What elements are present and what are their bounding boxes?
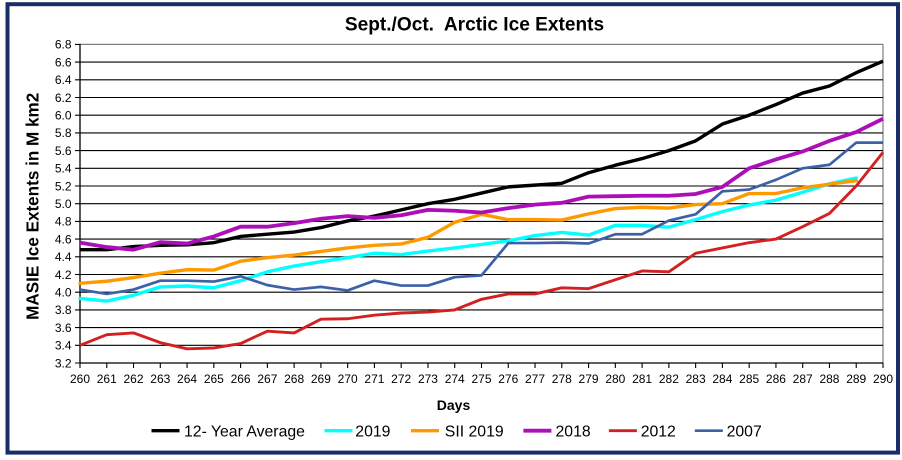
svg-text:281: 281 — [632, 372, 652, 386]
svg-text:MASIE Ice Extents in M km2: MASIE Ice Extents in M km2 — [23, 93, 42, 320]
svg-text:284: 284 — [712, 372, 732, 386]
svg-text:5.4: 5.4 — [55, 162, 72, 176]
svg-text:289: 289 — [846, 372, 866, 386]
svg-text:3.4: 3.4 — [55, 339, 72, 353]
svg-text:273: 273 — [418, 372, 438, 386]
svg-text:5.6: 5.6 — [55, 144, 72, 158]
svg-text:4.2: 4.2 — [55, 268, 72, 282]
svg-text:2012: 2012 — [641, 423, 676, 440]
svg-text:276: 276 — [498, 372, 518, 386]
svg-text:277: 277 — [525, 372, 545, 386]
svg-text:6.2: 6.2 — [55, 91, 72, 105]
svg-text:285: 285 — [739, 372, 759, 386]
svg-text:290: 290 — [873, 372, 893, 386]
svg-text:3.6: 3.6 — [55, 321, 72, 335]
svg-text:4.8: 4.8 — [55, 215, 72, 229]
svg-text:262: 262 — [124, 372, 144, 386]
svg-text:4.6: 4.6 — [55, 232, 72, 246]
svg-text:6.0: 6.0 — [55, 109, 72, 123]
svg-text:275: 275 — [471, 372, 491, 386]
svg-text:265: 265 — [204, 372, 224, 386]
svg-text:6.6: 6.6 — [55, 55, 72, 69]
svg-text:260: 260 — [70, 372, 90, 386]
svg-text:SII 2019: SII 2019 — [445, 423, 504, 440]
svg-text:288: 288 — [819, 372, 839, 386]
svg-text:269: 269 — [311, 372, 331, 386]
svg-text:5.8: 5.8 — [55, 126, 72, 140]
svg-text:270: 270 — [338, 372, 358, 386]
svg-text:12- Year Average: 12- Year Average — [184, 423, 305, 440]
svg-text:3.2: 3.2 — [55, 356, 72, 370]
svg-text:280: 280 — [605, 372, 625, 386]
svg-text:4.4: 4.4 — [55, 250, 72, 264]
svg-text:263: 263 — [150, 372, 170, 386]
svg-text:5.0: 5.0 — [55, 197, 72, 211]
svg-text:264: 264 — [177, 372, 197, 386]
svg-text:2007: 2007 — [727, 423, 762, 440]
svg-text:274: 274 — [445, 372, 465, 386]
svg-text:3.8: 3.8 — [55, 303, 72, 317]
svg-text:261: 261 — [97, 372, 117, 386]
svg-text:267: 267 — [257, 372, 277, 386]
svg-text:6.4: 6.4 — [55, 73, 72, 87]
svg-text:Days: Days — [437, 397, 471, 413]
svg-text:2019: 2019 — [355, 423, 390, 440]
svg-text:278: 278 — [552, 372, 572, 386]
svg-text:5.2: 5.2 — [55, 179, 72, 193]
svg-text:283: 283 — [686, 372, 706, 386]
svg-text:282: 282 — [659, 372, 679, 386]
svg-text:287: 287 — [793, 372, 813, 386]
svg-text:271: 271 — [364, 372, 384, 386]
svg-text:Sept./Oct. Arctic Ice Extents: Sept./Oct. Arctic Ice Extents — [345, 14, 604, 35]
svg-text:2018: 2018 — [556, 423, 591, 440]
svg-text:6.8: 6.8 — [55, 38, 72, 52]
svg-text:4.0: 4.0 — [55, 286, 72, 300]
svg-text:286: 286 — [766, 372, 786, 386]
svg-text:266: 266 — [231, 372, 251, 386]
svg-text:272: 272 — [391, 372, 411, 386]
svg-text:279: 279 — [579, 372, 599, 386]
svg-text:268: 268 — [284, 372, 304, 386]
